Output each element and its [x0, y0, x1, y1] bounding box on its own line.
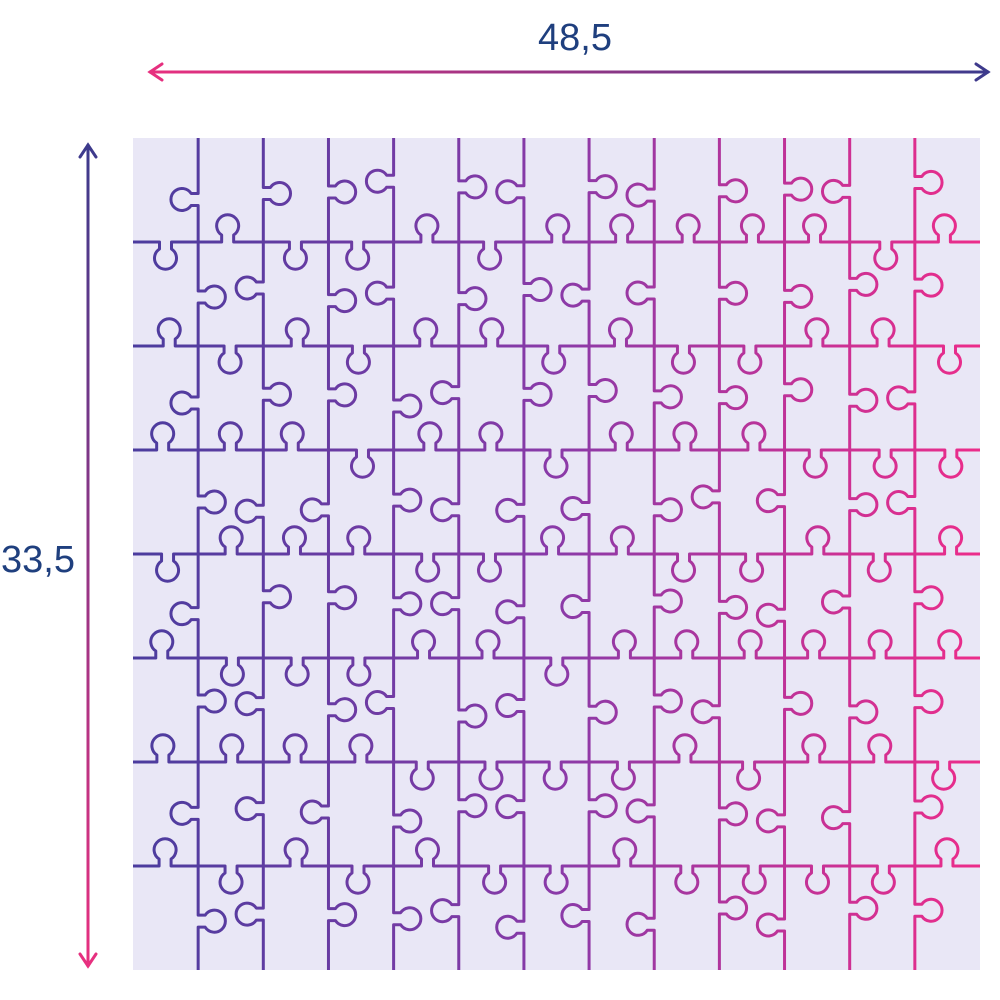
- puzzle-edge: [133, 629, 980, 687]
- puzzle-edge: [133, 525, 980, 583]
- height-label: 33,5: [1, 539, 75, 581]
- puzzle-edge: [495, 138, 553, 970]
- width-label: 48,5: [538, 17, 612, 59]
- puzzle-edge: [886, 138, 944, 970]
- puzzle-edge: [169, 138, 227, 970]
- puzzle-edge: [821, 138, 879, 970]
- puzzle-edge: [299, 138, 358, 970]
- height-arrow: [78, 142, 98, 969]
- puzzle-edge: [625, 138, 683, 970]
- puzzle-edge: [234, 138, 292, 970]
- puzzle-edge: [133, 317, 980, 375]
- puzzle-edge: [755, 138, 814, 970]
- puzzle-edge: [560, 138, 618, 970]
- width-arrow: [147, 62, 991, 82]
- puzzle-edge: [364, 138, 423, 970]
- puzzle-edge: [133, 213, 980, 271]
- puzzle-edge: [133, 837, 980, 895]
- puzzle-edge: [133, 421, 980, 479]
- puzzle-edge: [133, 733, 980, 791]
- puzzle-lines: [133, 138, 980, 970]
- puzzle-edge: [690, 138, 749, 970]
- puzzle-edge: [430, 138, 488, 970]
